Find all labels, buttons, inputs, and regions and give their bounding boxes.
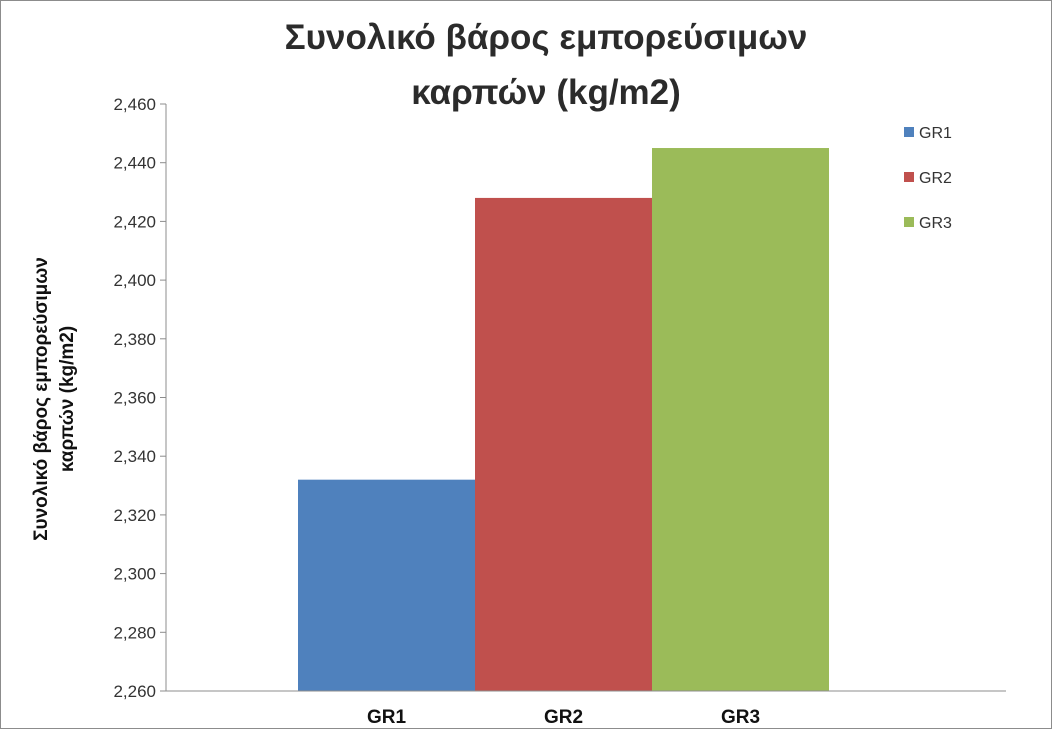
- legend: GR1 GR2 GR3: [904, 125, 952, 232]
- y-axis-title-line-2: καρπών (kg/m2): [57, 326, 78, 472]
- plot-area: 2,260 2,280 2,300 2,320 2,340 2,360 2,380 2,400…: [113, 95, 1006, 728]
- y-tick-label: 2,380: [113, 330, 156, 349]
- x-tick-label: GR3: [721, 707, 760, 728]
- x-tick-label: GR2: [544, 707, 583, 728]
- bar-gr3: [652, 148, 829, 691]
- y-tick-label: 2,280: [113, 623, 156, 642]
- y-tick-label: 2,440: [113, 154, 156, 173]
- y-tick-label: 2,260: [113, 682, 156, 701]
- chart-title-line-2: καρπών (kg/m2): [411, 73, 681, 112]
- y-tick-label: 2,340: [113, 447, 156, 466]
- legend-label: GR3: [919, 215, 952, 232]
- y-tick-label: 2,460: [113, 95, 156, 114]
- legend-swatch-gr3: [904, 217, 914, 227]
- y-axis-title-line-1: Συνολικό βάρος εμπορεύσιμων: [31, 257, 52, 541]
- y-axis-title: Συνολικό βάρος εμπορεύσιμων καρπών (kg/m…: [31, 257, 78, 541]
- y-tick-label: 2,360: [113, 389, 156, 408]
- y-tick-label: 2,320: [113, 506, 156, 525]
- y-tick-label: 2,400: [113, 271, 156, 290]
- x-tick-label: GR1: [367, 707, 407, 728]
- y-tick-label: 2,300: [113, 565, 156, 584]
- bar-gr1: [298, 479, 475, 691]
- bar-gr2: [475, 197, 652, 692]
- y-tick-label: 2,420: [113, 212, 156, 231]
- chart-title-line-1: Συνολικό βάρος εμπορεύσιμων: [285, 18, 808, 57]
- legend-swatch-gr1: [904, 127, 914, 137]
- legend-swatch-gr2: [904, 172, 914, 182]
- legend-label: GR1: [919, 125, 952, 142]
- legend-label: GR2: [919, 170, 952, 187]
